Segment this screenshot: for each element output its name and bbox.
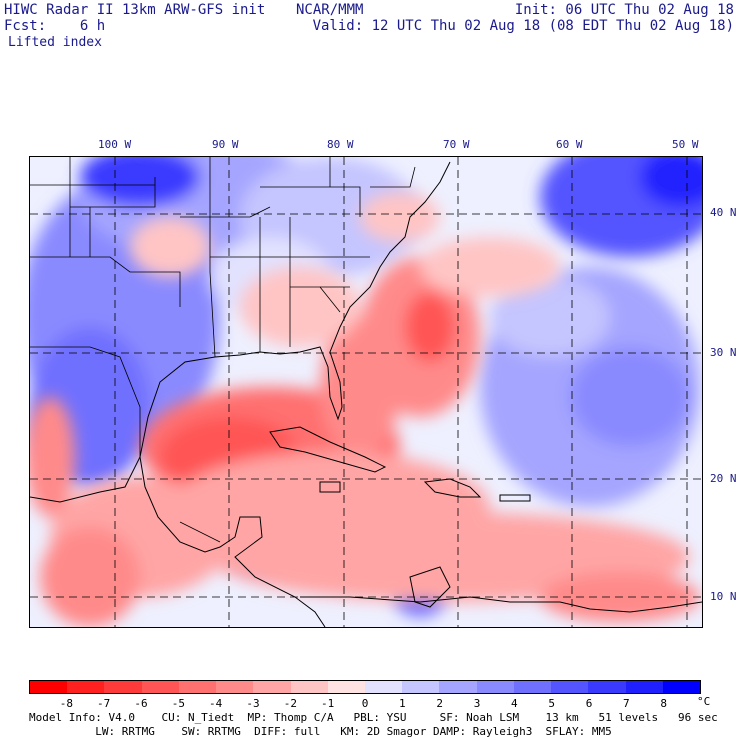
colorbar-swatch: [439, 681, 477, 693]
lon-label-50w: 50 W: [672, 138, 699, 151]
lon-label-70w: 70 W: [443, 138, 470, 151]
colorbar-tick-label: -4: [209, 697, 223, 710]
lat-label-30n: 30 N: [710, 346, 737, 359]
colorbar-swatch: [625, 681, 663, 693]
lat-label-40n: 40 N: [710, 206, 737, 219]
model-info-line2: LW: RRTMG SW: RRTMG DIFF: full KM: 2D Sm…: [29, 725, 612, 738]
colorbar-tick-label: 5: [548, 697, 555, 710]
valid-time: Valid: 12 UTC Thu 02 Aug 18 (08 EDT Thu …: [312, 18, 734, 34]
colorbar-tick-label: -7: [97, 697, 111, 710]
colorbar-tick-label: -1: [321, 697, 335, 710]
colorbar-tick-label: 8: [660, 697, 667, 710]
lat-lon-grid: [30, 157, 702, 627]
colorbar-tick-label: -6: [134, 697, 148, 710]
lat-label-10n: 10 N: [710, 590, 737, 603]
colorbar-swatch: [662, 681, 700, 693]
init-time: Init: 06 UTC Thu 02 Aug 18: [514, 2, 734, 18]
colorbar-tick-label: 1: [399, 697, 406, 710]
colorbar-swatch: [67, 681, 105, 693]
colorbar-tick-label: -3: [246, 697, 260, 710]
lat-label-20n: 20 N: [710, 472, 737, 485]
map-canvas: [30, 157, 702, 627]
colorbar-swatch: [588, 681, 626, 693]
colorbar-tick-label: 0: [361, 697, 369, 710]
lon-label-60w: 60 W: [556, 138, 583, 151]
forecast-hour: Fcst: 6 h: [4, 18, 105, 34]
colorbar-unit: °C: [697, 695, 711, 708]
fcst-label: Fcst:: [4, 18, 47, 34]
lon-label-90w: 90 W: [212, 138, 239, 151]
colorbar-tick-label: 2: [436, 697, 443, 710]
colorbar-tick-label: -5: [171, 697, 185, 710]
colorbar-tick-label: -2: [283, 697, 297, 710]
colorbar-tick-label: 7: [623, 697, 630, 710]
colorbar-swatch: [290, 681, 328, 693]
colorbar-swatch: [513, 681, 552, 693]
colorbar-swatch: [30, 681, 68, 693]
field-name: Lifted index: [8, 35, 102, 50]
colorbar-swatch: [327, 681, 365, 693]
political-borders: [30, 157, 416, 543]
colorbar-swatch: [364, 681, 403, 693]
lifted-index-map: [29, 156, 703, 628]
model-info-line1: Model Info: V4.0 CU: N_Tiedt MP: Thomp C…: [29, 711, 718, 724]
colorbar: [29, 680, 701, 694]
colorbar-swatch: [476, 681, 514, 693]
colorbar-swatch: [216, 681, 254, 693]
product-title: HIWC Radar II 13km ARW-GFS init: [4, 2, 266, 18]
colorbar-swatch: [178, 681, 217, 693]
lon-label-100w: 100 W: [98, 138, 132, 151]
colorbar-swatch: [402, 681, 440, 693]
coastlines: [30, 161, 702, 627]
fcst-value: 6 h: [79, 18, 106, 34]
source-label: NCAR/MMM: [296, 2, 364, 18]
colorbar-tick-label: 6: [585, 697, 593, 710]
colorbar-swatch: [551, 681, 589, 693]
colorbar-swatch: [104, 681, 142, 693]
colorbar-swatch: [253, 681, 291, 693]
colorbar-tick-label: -8: [59, 697, 73, 710]
colorbar-tick-label: 3: [473, 697, 481, 710]
colorbar-swatch: [141, 681, 179, 693]
lon-label-80w: 80 W: [327, 138, 354, 151]
colorbar-tick-label: 4: [511, 697, 518, 710]
